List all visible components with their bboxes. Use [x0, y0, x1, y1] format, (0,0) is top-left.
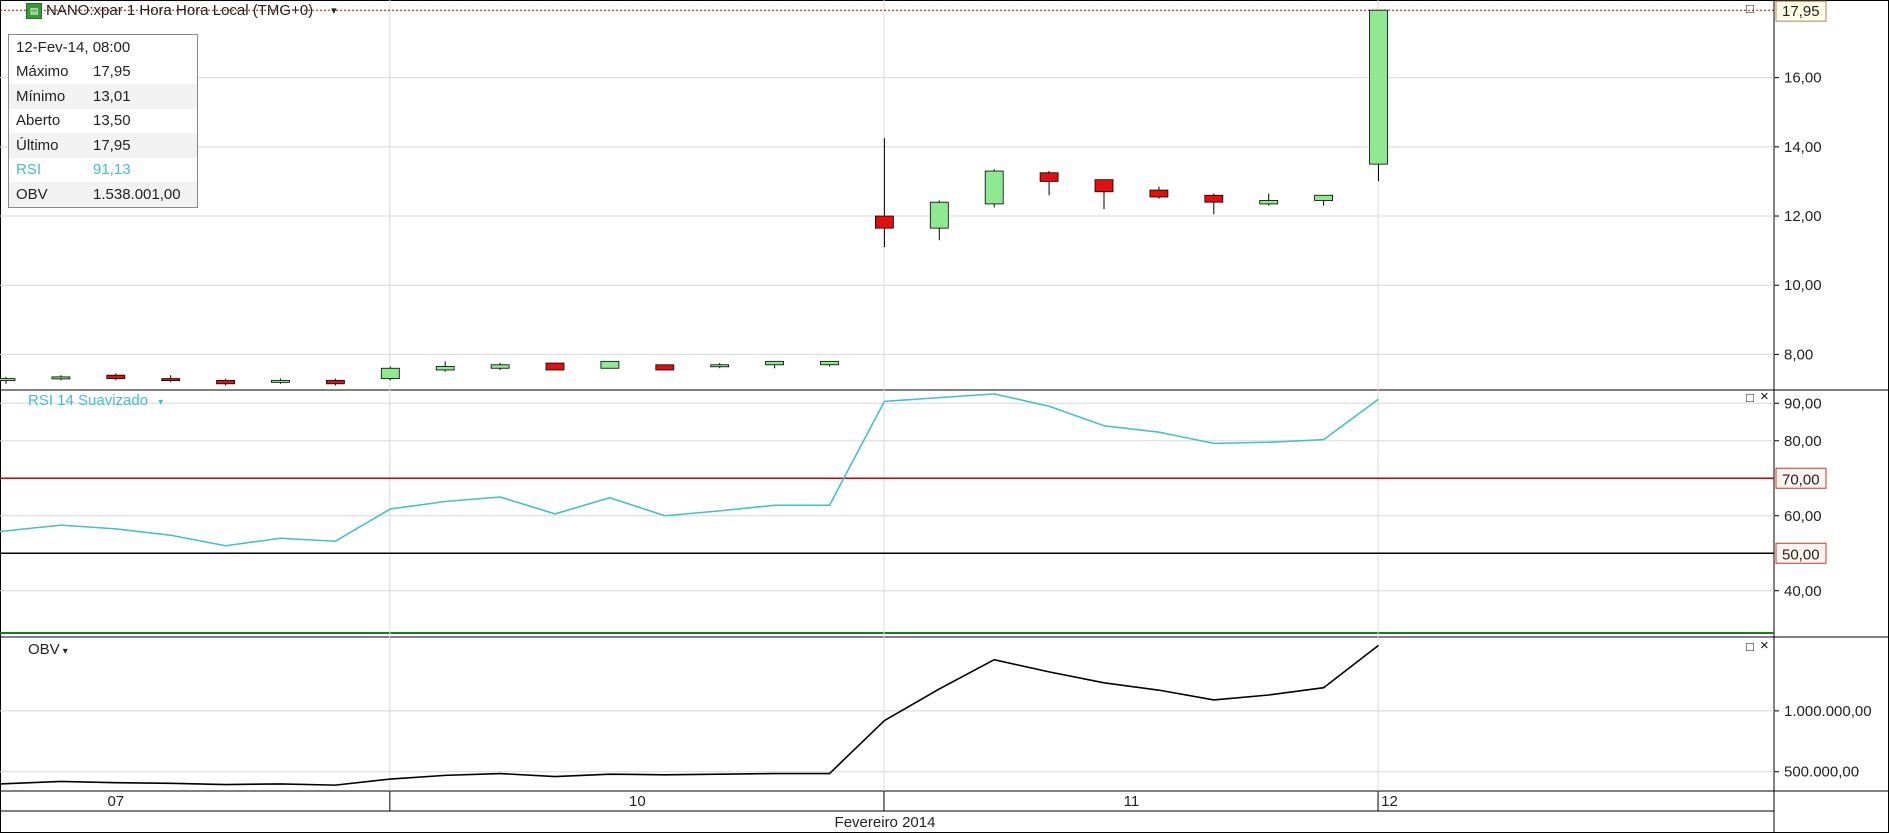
- candle-body[interactable]: [600, 360, 620, 369]
- candle-body[interactable]: [51, 376, 71, 380]
- chevron-down-icon: ▾: [62, 646, 68, 657]
- data-window-row: Máximo 17,95: [16, 63, 131, 81]
- candle-body[interactable]: [325, 379, 345, 385]
- candle-body[interactable]: [0, 378, 16, 382]
- chevron-down-icon[interactable]: ▾: [331, 5, 337, 17]
- last-price-label: 17,95: [1782, 3, 1820, 20]
- data-window-row: Último 17,95: [9, 133, 197, 158]
- rsi-tick-label: 60,00: [1784, 508, 1822, 525]
- candle-body[interactable]: [545, 362, 565, 371]
- data-window-row: Aberto 13,50: [16, 112, 131, 130]
- candle-body[interactable]: [380, 367, 400, 380]
- chevron-down-icon: ▾: [158, 397, 164, 408]
- data-window: 12-Fev-14, 08:00 Máximo 17,95 Mínimo 13,01…: [8, 34, 198, 208]
- day-label: 12: [1381, 793, 1398, 810]
- candle-body[interactable]: [655, 364, 675, 371]
- candle-body[interactable]: [435, 366, 455, 371]
- close-icon[interactable]: ×: [1760, 388, 1769, 405]
- rsi-panel-title[interactable]: RSI 14 Suavizado ▾: [28, 392, 164, 409]
- candle-body[interactable]: [929, 201, 949, 229]
- price-tick-label: 14,00: [1784, 139, 1822, 156]
- rsi-level-label: 70,00: [1782, 471, 1820, 488]
- candle-body[interactable]: [161, 378, 181, 382]
- candle-body[interactable]: [710, 364, 730, 368]
- price-tick-label: 10,00: [1784, 277, 1822, 294]
- candle-body[interactable]: [765, 360, 784, 366]
- restore-icon[interactable]: □: [1746, 390, 1754, 405]
- obv-tick-label: 1.000.000,00: [1784, 703, 1872, 720]
- restore-icon[interactable]: □: [1746, 639, 1754, 654]
- price-tick-label: 12,00: [1784, 208, 1822, 225]
- day-label: 10: [629, 793, 646, 810]
- candle-body[interactable]: [1259, 200, 1279, 205]
- candle-body[interactable]: [1149, 189, 1169, 198]
- rsi-tick-label: 90,00: [1784, 395, 1822, 412]
- candle-body[interactable]: [1204, 194, 1224, 203]
- candle-body[interactable]: [490, 364, 510, 369]
- candle-body[interactable]: [1314, 194, 1333, 201]
- candle-body[interactable]: [820, 360, 839, 366]
- candle-body[interactable]: [1039, 172, 1059, 182]
- rsi-tick-label: 40,00: [1784, 583, 1822, 600]
- candle-body[interactable]: [1094, 179, 1114, 193]
- candle-body[interactable]: [271, 379, 290, 383]
- price-tick-label: 16,00: [1784, 70, 1822, 87]
- rsi-tick-label: 80,00: [1784, 433, 1822, 450]
- chart-icon: ▤: [26, 2, 42, 19]
- chart-title-bar[interactable]: ▤ NANO:xpar 1 Hora Hora Local (TMG+0) ▾: [26, 2, 337, 19]
- data-window-row: OBV 1.538.001,00: [9, 182, 197, 207]
- rsi-level-badge: [1775, 542, 1827, 564]
- restore-icon[interactable]: □: [1746, 1, 1754, 16]
- month-label: Fevereiro 2014: [835, 814, 936, 831]
- data-window-row: Mínimo 13,01: [9, 84, 197, 109]
- obv-tick-label: 500.000,00: [1784, 764, 1859, 781]
- chart-title: NANO:xpar 1 Hora Hora Local (TMG+0): [46, 2, 314, 19]
- obv-line: [0, 644, 1379, 786]
- candle-body[interactable]: [106, 374, 126, 380]
- candle-body[interactable]: [216, 379, 236, 385]
- data-window-date: 12-Fev-14, 08:00: [16, 38, 131, 56]
- last-price-badge: [1775, 0, 1827, 22]
- candle-body[interactable]: [875, 215, 894, 229]
- rsi-line: [0, 393, 1379, 547]
- rsi-level-label: 50,00: [1782, 546, 1820, 563]
- close-icon[interactable]: ×: [1760, 637, 1769, 654]
- day-label: 11: [1124, 793, 1140, 810]
- day-label: 07: [107, 793, 124, 810]
- candle-body[interactable]: [1369, 9, 1388, 165]
- rsi-level-badge: [1775, 467, 1827, 489]
- price-tick-label: 8,00: [1784, 346, 1813, 363]
- obv-panel-title[interactable]: OBV ▾: [28, 641, 68, 658]
- candle-body[interactable]: [984, 170, 1004, 205]
- data-window-row: RSI 91,13: [16, 161, 131, 179]
